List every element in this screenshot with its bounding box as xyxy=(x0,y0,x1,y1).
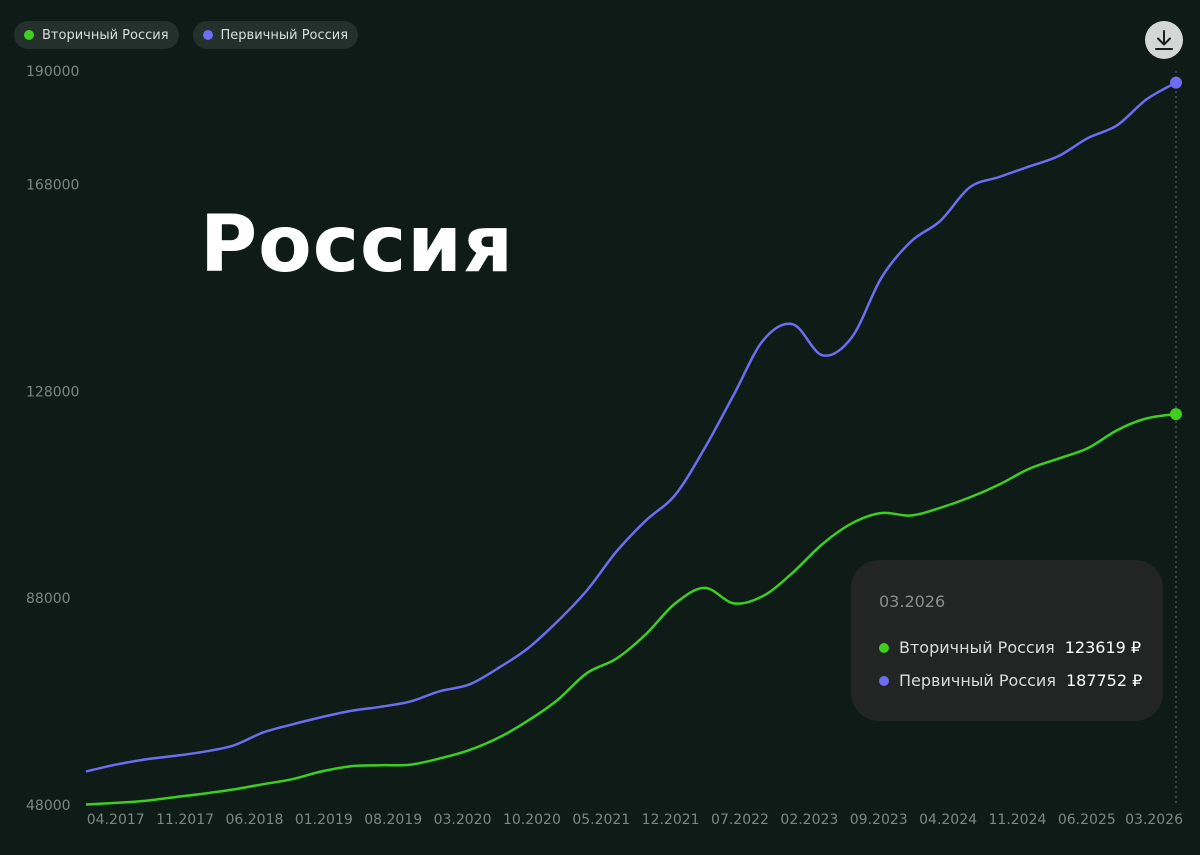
x-axis: 04.2017 11.2017 06.2018 01.2019 08.2019 03.20… xyxy=(87,812,1183,828)
tooltip-row-secondary: Вторичный Россия 123619 ₽ xyxy=(879,638,1141,657)
series-end-point xyxy=(1170,76,1182,89)
legend-label-secondary: Вторичный Россия xyxy=(42,27,169,43)
legend-dot-secondary xyxy=(24,30,34,40)
region-title: Россия xyxy=(200,200,514,290)
y-tick-label: 128000 xyxy=(26,384,79,400)
tooltip-dot-primary xyxy=(879,675,889,686)
legend-item-secondary[interactable]: Вторичный Россия xyxy=(14,21,179,49)
x-tick-label: 05.2021 xyxy=(572,812,630,828)
x-tick-label: 11.2024 xyxy=(989,812,1047,828)
legend-dot-primary xyxy=(202,30,213,40)
series-line xyxy=(85,412,1177,806)
x-tick-label: 06.2025 xyxy=(1058,812,1116,828)
y-tick-label: 48000 xyxy=(26,798,71,814)
series-layer xyxy=(85,76,1182,806)
tooltip-label-secondary: Вторичный Россия xyxy=(899,638,1055,657)
series-line xyxy=(85,81,1177,773)
x-tick-label: 11.2017 xyxy=(156,812,214,828)
x-tick-label: 02.2023 xyxy=(780,812,838,828)
legend-label-primary: Первичный Россия xyxy=(220,27,349,43)
x-tick-label: 04.2017 xyxy=(87,812,145,828)
y-tick-label: 190000 xyxy=(26,64,79,80)
download-icon xyxy=(1155,30,1173,50)
legend-item-primary[interactable]: Первичный Россия xyxy=(192,21,359,49)
x-tick-label: 09.2023 xyxy=(850,812,908,828)
x-tick-label: 03.2020 xyxy=(434,812,492,828)
hover-tooltip: 03.2026 Вторичный Россия 123619 ₽ Первич… xyxy=(851,560,1163,721)
download-button[interactable] xyxy=(1145,21,1183,59)
tooltip-row-primary: Первичный Россия 187752 ₽ xyxy=(879,671,1142,690)
tooltip-dot-secondary xyxy=(879,642,889,653)
x-tick-label: 08.2019 xyxy=(364,812,422,828)
tooltip-value-primary: 187752 ₽ xyxy=(1065,671,1143,690)
x-tick-label: 04.2024 xyxy=(919,812,977,828)
y-axis: 190000 168000 128000 88000 48000 xyxy=(26,64,79,814)
y-tick-label: 88000 xyxy=(26,591,71,607)
x-tick-label: 01.2019 xyxy=(295,812,353,828)
tooltip-label-primary: Первичный Россия xyxy=(899,671,1056,690)
chart-legend: Вторичный Россия Первичный Россия xyxy=(14,21,359,49)
x-tick-label: 12.2021 xyxy=(642,812,700,828)
y-tick-label: 168000 xyxy=(26,178,79,194)
x-tick-label: 03.2026 xyxy=(1125,812,1183,828)
x-tick-label: 06.2018 xyxy=(226,812,284,828)
series-end-point xyxy=(1170,408,1182,421)
tooltip-value-secondary: 123619 ₽ xyxy=(1064,638,1142,657)
x-tick-label: 07.2022 xyxy=(711,812,769,828)
tooltip-date: 03.2026 xyxy=(879,592,946,611)
x-tick-label: 10.2020 xyxy=(503,812,561,828)
